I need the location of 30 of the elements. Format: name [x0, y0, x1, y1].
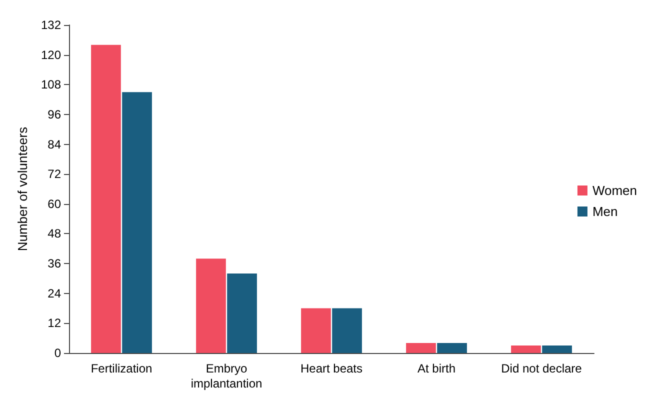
- y-tick-label: 108: [40, 78, 62, 92]
- legend-label: Men: [592, 204, 618, 219]
- x-tick-label: Did not declare: [501, 362, 582, 376]
- bar: [122, 92, 152, 353]
- x-tick-label: At birth: [417, 362, 456, 376]
- bar: [301, 308, 331, 353]
- y-tick-label: 12: [48, 316, 62, 330]
- bar: [437, 343, 467, 353]
- y-tick-label: 84: [48, 137, 62, 152]
- y-axis-title: Number of volunteers: [15, 126, 30, 252]
- x-tick-label: Fertilization: [90, 362, 152, 376]
- y-tick-label: 24: [48, 286, 62, 300]
- bar: [91, 44, 121, 353]
- y-tick-label: 132: [40, 18, 62, 32]
- y-tick-label: 48: [48, 226, 62, 241]
- legend-label: Women: [592, 183, 638, 198]
- bar: [542, 346, 572, 353]
- y-tick-label: 96: [48, 107, 62, 122]
- bar: [332, 308, 362, 353]
- y-tick-label: 0: [54, 346, 62, 360]
- y-tick-label: 60: [48, 196, 62, 211]
- bar: [227, 273, 257, 353]
- x-tick-label: Embryo implantantion: [190, 362, 262, 390]
- y-tick-label: 120: [40, 48, 62, 62]
- y-tick-label: 36: [48, 256, 62, 271]
- x-tick-label: Heart beats: [300, 362, 363, 376]
- y-tick-label: 72: [48, 167, 62, 182]
- bar: [406, 343, 436, 353]
- bar: [511, 346, 541, 353]
- bar: [196, 258, 226, 353]
